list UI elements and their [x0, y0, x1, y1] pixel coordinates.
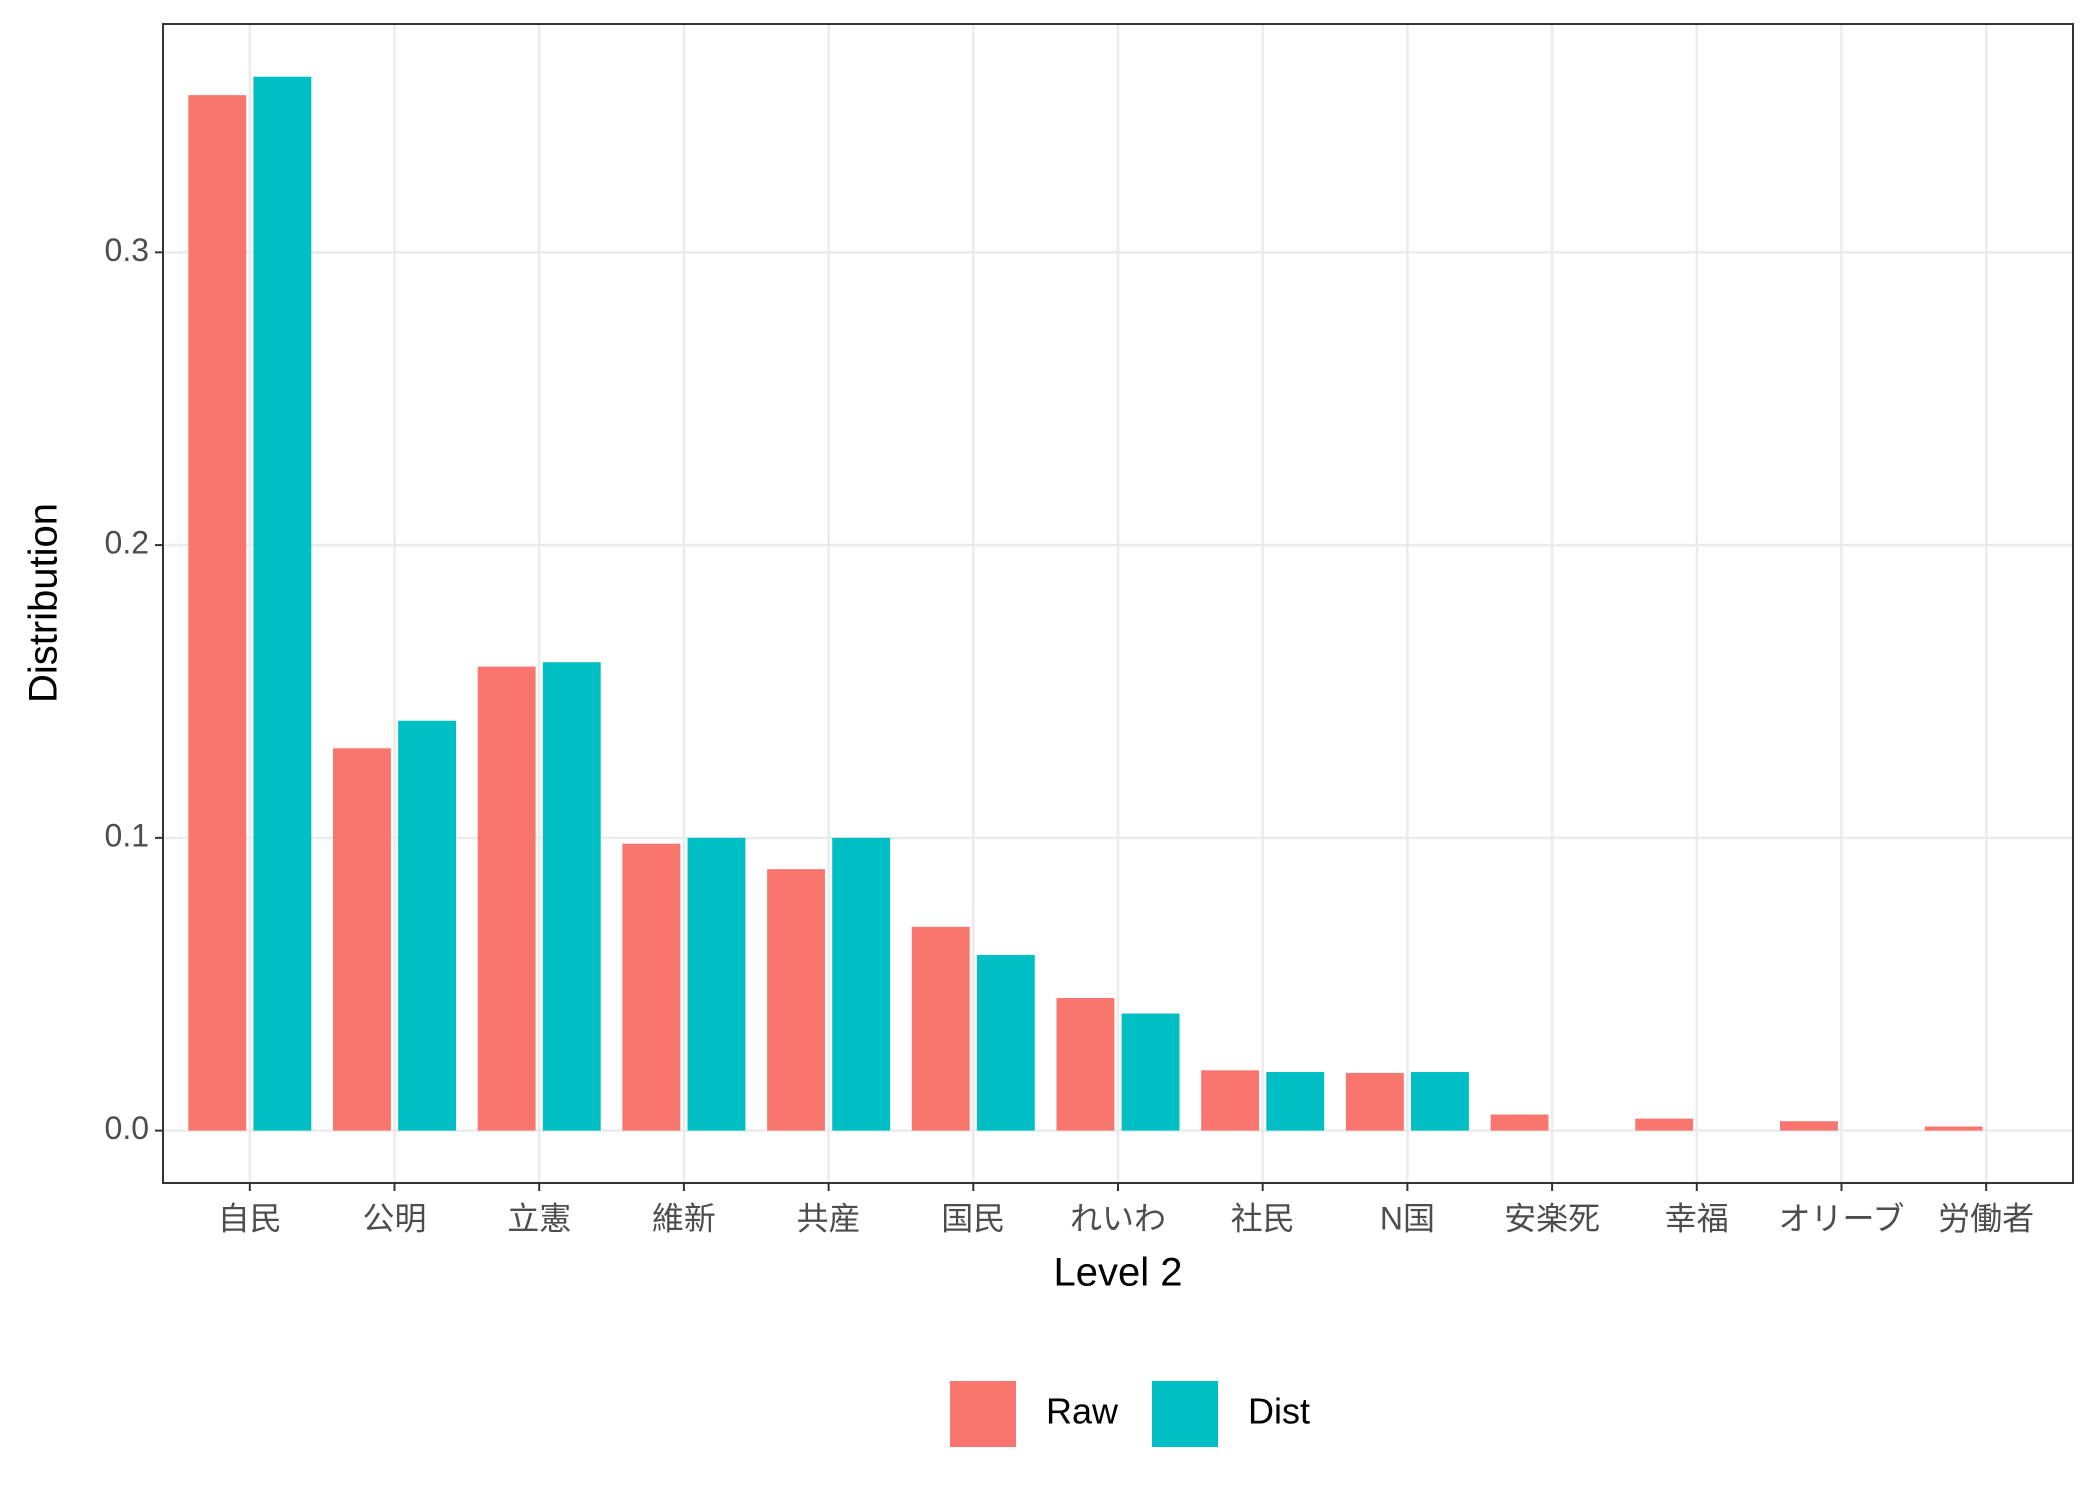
bar — [477, 666, 536, 1131]
bar — [398, 720, 457, 1131]
bar — [622, 843, 681, 1131]
bar — [1490, 1114, 1549, 1131]
bar — [832, 837, 891, 1131]
y-tick-label: 0.2 — [105, 525, 149, 561]
bar — [1924, 1126, 1983, 1131]
legend-key — [1152, 1381, 1218, 1447]
x-tick-label: 社民 — [1231, 1200, 1295, 1236]
y-axis-title: Distribution — [22, 503, 66, 703]
y-tick-label: 0.1 — [105, 817, 149, 853]
x-tick-label: 共産 — [797, 1200, 861, 1236]
x-tick-label: 維新 — [652, 1200, 716, 1236]
bar — [1201, 1070, 1260, 1131]
bar — [542, 662, 601, 1131]
y-tick-label: 0.3 — [105, 232, 149, 268]
bar — [1056, 997, 1115, 1131]
x-tick-label: 安楽死 — [1504, 1200, 1600, 1236]
bar — [1266, 1072, 1325, 1131]
x-tick-label: オリーブ — [1778, 1200, 1904, 1236]
legend-item: Raw — [950, 1381, 1119, 1447]
bar — [1345, 1072, 1404, 1131]
bar — [188, 95, 247, 1131]
bar — [767, 869, 825, 1131]
x-axis-title: Level 2 — [1054, 1251, 1183, 1295]
x-tick-label: 自民 — [218, 1200, 282, 1236]
bar — [687, 837, 746, 1131]
bar — [1635, 1118, 1694, 1131]
y-tick-label: 0.0 — [105, 1110, 149, 1146]
x-tick-label: 公明 — [363, 1200, 427, 1236]
bar — [253, 76, 312, 1131]
bar — [976, 954, 1035, 1131]
x-tick-label: れいわ — [1070, 1200, 1166, 1236]
x-tick-label: 労働者 — [1938, 1200, 2034, 1236]
bar — [333, 748, 391, 1131]
bar — [1411, 1072, 1469, 1131]
x-tick-label: 立憲 — [507, 1200, 571, 1236]
legend-label: Dist — [1248, 1391, 1310, 1432]
x-tick-label: N国 — [1380, 1200, 1435, 1236]
x-tick-label: 国民 — [941, 1200, 1005, 1236]
bar — [1121, 1013, 1180, 1131]
legend-label: Raw — [1046, 1391, 1119, 1432]
legend-key — [950, 1381, 1016, 1447]
bar — [911, 926, 970, 1131]
panel-border — [162, 23, 2074, 1184]
x-tick-label: 幸福 — [1665, 1200, 1729, 1236]
legend-item: Dist — [1152, 1381, 1310, 1447]
bar — [1779, 1121, 1838, 1131]
